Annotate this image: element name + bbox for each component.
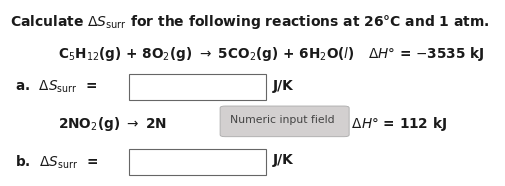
Text: Numeric input field: Numeric input field — [230, 115, 334, 125]
Text: $\Delta H°$ = 112 kJ: $\Delta H°$ = 112 kJ — [346, 115, 446, 133]
FancyBboxPatch shape — [129, 149, 265, 175]
Text: 2NO$_2$(g) $\rightarrow$ 2N: 2NO$_2$(g) $\rightarrow$ 2N — [58, 115, 167, 133]
Text: J/K: J/K — [273, 79, 293, 93]
FancyBboxPatch shape — [129, 74, 265, 100]
Text: b.  $\Delta S_{\mathsf{surr}}$  =: b. $\Delta S_{\mathsf{surr}}$ = — [15, 153, 98, 171]
Text: a.  $\Delta S_{\mathsf{surr}}$  =: a. $\Delta S_{\mathsf{surr}}$ = — [15, 79, 97, 95]
Text: Calculate $\Delta S_{\mathsf{surr}}$ for the following reactions at 26°C and 1 a: Calculate $\Delta S_{\mathsf{surr}}$ for… — [10, 13, 489, 31]
Text: C$_5$H$_{12}$(g) + 8O$_2$(g) $\rightarrow$ 5CO$_2$(g) + 6H$_2$O($l$)   $\Delta H: C$_5$H$_{12}$(g) + 8O$_2$(g) $\rightarro… — [58, 45, 484, 63]
FancyBboxPatch shape — [220, 106, 348, 137]
Text: J/K: J/K — [273, 153, 293, 167]
